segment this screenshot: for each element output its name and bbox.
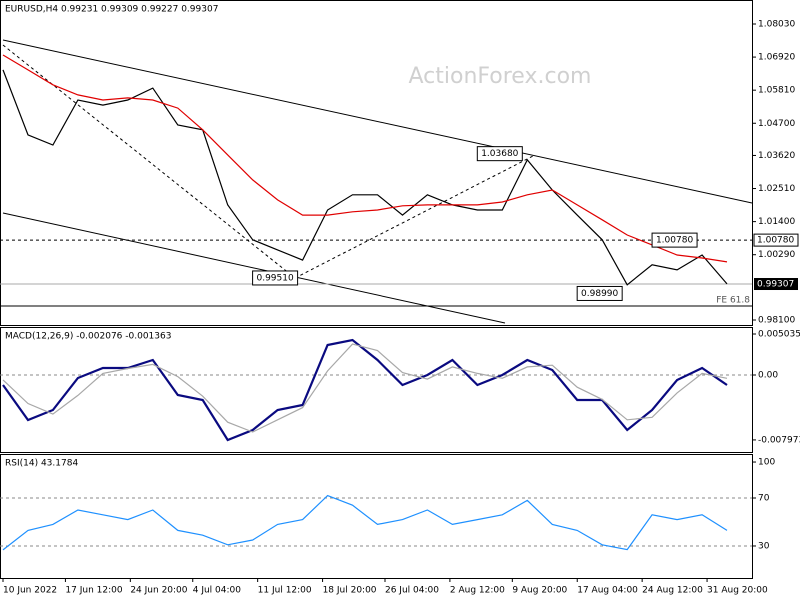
x-tick-label: 18 Jul 20:00	[323, 586, 377, 596]
annotation-box	[576, 285, 623, 301]
fe-label: FE 61.8	[716, 295, 750, 305]
x-tick-label: 24 Jun 20:00	[130, 586, 187, 596]
panel-title: RSI(14) 43.1784	[5, 459, 78, 469]
y-tick-label: 1.00290	[758, 250, 795, 260]
y-tick-label: -0.007973	[758, 435, 800, 445]
y-tick-label: 30	[758, 541, 770, 551]
y-tick-label: 0.00	[758, 371, 778, 381]
y-tick-label: 0.98100	[758, 315, 795, 325]
annotation-label: 0.99510	[256, 273, 293, 283]
y-tick-label: 70	[758, 494, 770, 504]
annotation-box	[252, 270, 299, 286]
y-tick-label: 1.03620	[758, 151, 795, 161]
annotation-label: 1.00780	[656, 236, 693, 246]
x-tick-label: 9 Aug 20:00	[512, 586, 567, 596]
level-label: 1.00780	[757, 236, 794, 246]
x-tick-label: 31 Aug 20:00	[707, 586, 768, 596]
level-box	[753, 233, 799, 247]
annotation-label: 0.98990	[581, 289, 618, 299]
annotation-box	[476, 146, 523, 162]
channel-line	[2, 212, 506, 324]
x-tick-label: 26 Jul 04:00	[385, 586, 439, 596]
x-tick-label: 2 Aug 12:00	[450, 586, 505, 596]
panel	[0, 454, 753, 579]
y-tick-label: 0.005035	[758, 330, 800, 340]
y-tick-label: 1.06920	[758, 53, 795, 63]
x-tick-label: 4 Jul 04:00	[193, 586, 242, 596]
series-line	[2, 494, 728, 551]
x-tick-label: 11 Jul 12:00	[258, 586, 312, 596]
y-tick-label: 1.02510	[758, 184, 795, 194]
series-line	[2, 69, 728, 286]
series-line	[2, 338, 728, 442]
x-tick-label: 17 Aug 04:00	[577, 586, 638, 596]
x-tick-label: 10 Jun 2022	[3, 586, 57, 596]
annotation-box	[651, 232, 698, 248]
watermark: ActionForex.com	[409, 64, 592, 89]
x-tick-label: 17 Jun 12:00	[65, 586, 122, 596]
panel-title: MACD(12,26,9) -0.002076 -0.001363	[5, 332, 171, 342]
channel-line	[2, 39, 753, 204]
y-tick-label: 1.08030	[758, 19, 795, 29]
series-line	[2, 343, 728, 433]
last-price-label: 0.99307	[757, 280, 794, 290]
annotation-label: 1.03680	[481, 149, 518, 159]
panel-title: EURUSD,H4 0.99231 0.99309 0.99227 0.9930…	[5, 5, 218, 15]
y-tick-label: 100	[758, 458, 775, 468]
x-tick-label: 24 Aug 12:00	[642, 586, 703, 596]
y-tick-label: 1.01400	[758, 217, 795, 227]
last-price-box	[754, 278, 798, 291]
y-tick-label: 1.04700	[758, 119, 795, 129]
y-tick-label: 1.05810	[758, 86, 795, 96]
panel	[0, 0, 753, 326]
series-line	[2, 54, 728, 263]
fib-line	[294, 154, 536, 279]
panel	[0, 327, 753, 453]
